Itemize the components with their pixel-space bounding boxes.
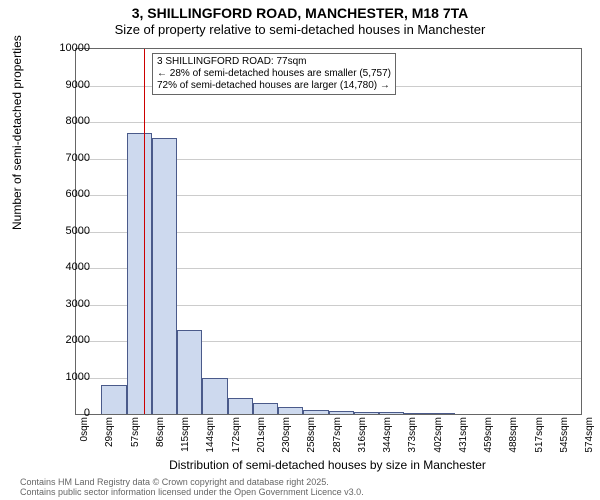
x-tick-label: 373sqm bbox=[407, 417, 418, 453]
x-tick-label: 545sqm bbox=[559, 417, 570, 453]
x-tick-label: 344sqm bbox=[382, 417, 393, 453]
plot-area: 3 SHILLINGFORD ROAD: 77sqm ← 28% of semi… bbox=[75, 48, 582, 415]
x-tick-label: 230sqm bbox=[281, 417, 292, 453]
histogram-bar bbox=[404, 413, 429, 414]
y-tick-label: 4000 bbox=[40, 261, 90, 273]
histogram-bar bbox=[152, 138, 177, 414]
histogram-bar bbox=[202, 378, 227, 415]
annotation-box: 3 SHILLINGFORD ROAD: 77sqm ← 28% of semi… bbox=[152, 53, 396, 95]
gridline-h bbox=[76, 122, 581, 123]
y-tick-label: 5000 bbox=[40, 225, 90, 237]
histogram-bar bbox=[430, 413, 455, 414]
x-tick-label: 57sqm bbox=[130, 417, 141, 447]
histogram-bar bbox=[329, 411, 354, 414]
chart-title-line1: 3, SHILLINGFORD ROAD, MANCHESTER, M18 7T… bbox=[0, 5, 600, 21]
x-tick-label: 115sqm bbox=[180, 417, 191, 452]
x-tick-label: 488sqm bbox=[508, 417, 519, 453]
property-marker-line bbox=[144, 49, 145, 414]
histogram-bar bbox=[228, 398, 253, 414]
y-tick-label: 6000 bbox=[40, 188, 90, 200]
y-tick-label: 2000 bbox=[40, 334, 90, 346]
x-tick-label: 431sqm bbox=[458, 417, 469, 453]
x-tick-label: 172sqm bbox=[231, 417, 242, 453]
y-tick-label: 3000 bbox=[40, 298, 90, 310]
annotation-line1: 3 SHILLINGFORD ROAD: 77sqm bbox=[157, 56, 391, 68]
histogram-bar bbox=[379, 412, 404, 414]
x-tick-label: 29sqm bbox=[104, 417, 115, 447]
y-tick-label: 10000 bbox=[40, 42, 90, 54]
x-tick-label: 0sqm bbox=[79, 417, 90, 441]
footer-attribution: Contains HM Land Registry data © Crown c… bbox=[20, 478, 364, 498]
x-tick-label: 459sqm bbox=[483, 417, 494, 453]
x-tick-label: 258sqm bbox=[306, 417, 317, 453]
x-tick-label: 316sqm bbox=[357, 417, 368, 453]
chart-title-line2: Size of property relative to semi-detach… bbox=[0, 22, 600, 37]
x-tick-label: 144sqm bbox=[205, 417, 216, 453]
x-tick-label: 86sqm bbox=[155, 417, 166, 447]
chart-container: 3, SHILLINGFORD ROAD, MANCHESTER, M18 7T… bbox=[0, 0, 600, 500]
x-tick-label: 517sqm bbox=[534, 417, 545, 453]
y-tick-label: 8000 bbox=[40, 115, 90, 127]
histogram-bar bbox=[177, 330, 202, 414]
x-tick-label: 574sqm bbox=[584, 417, 595, 453]
y-axis-label: Number of semi-detached properties bbox=[10, 35, 24, 230]
histogram-bar bbox=[253, 403, 278, 414]
annotation-line3: 72% of semi-detached houses are larger (… bbox=[157, 80, 391, 92]
y-tick-label: 9000 bbox=[40, 79, 90, 91]
footer-line2: Contains public sector information licen… bbox=[20, 488, 364, 498]
y-tick-label: 1000 bbox=[40, 371, 90, 383]
histogram-bar bbox=[101, 385, 126, 414]
x-tick-label: 201sqm bbox=[256, 417, 267, 453]
histogram-bar bbox=[303, 410, 328, 414]
histogram-bar bbox=[278, 407, 303, 414]
x-tick-label: 287sqm bbox=[332, 417, 343, 453]
x-axis-label: Distribution of semi-detached houses by … bbox=[75, 458, 580, 472]
x-tick-label: 402sqm bbox=[433, 417, 444, 453]
y-tick-label: 7000 bbox=[40, 152, 90, 164]
histogram-bar bbox=[354, 412, 379, 414]
annotation-line2: ← 28% of semi-detached houses are smalle… bbox=[157, 68, 391, 80]
histogram-bar bbox=[127, 133, 152, 414]
